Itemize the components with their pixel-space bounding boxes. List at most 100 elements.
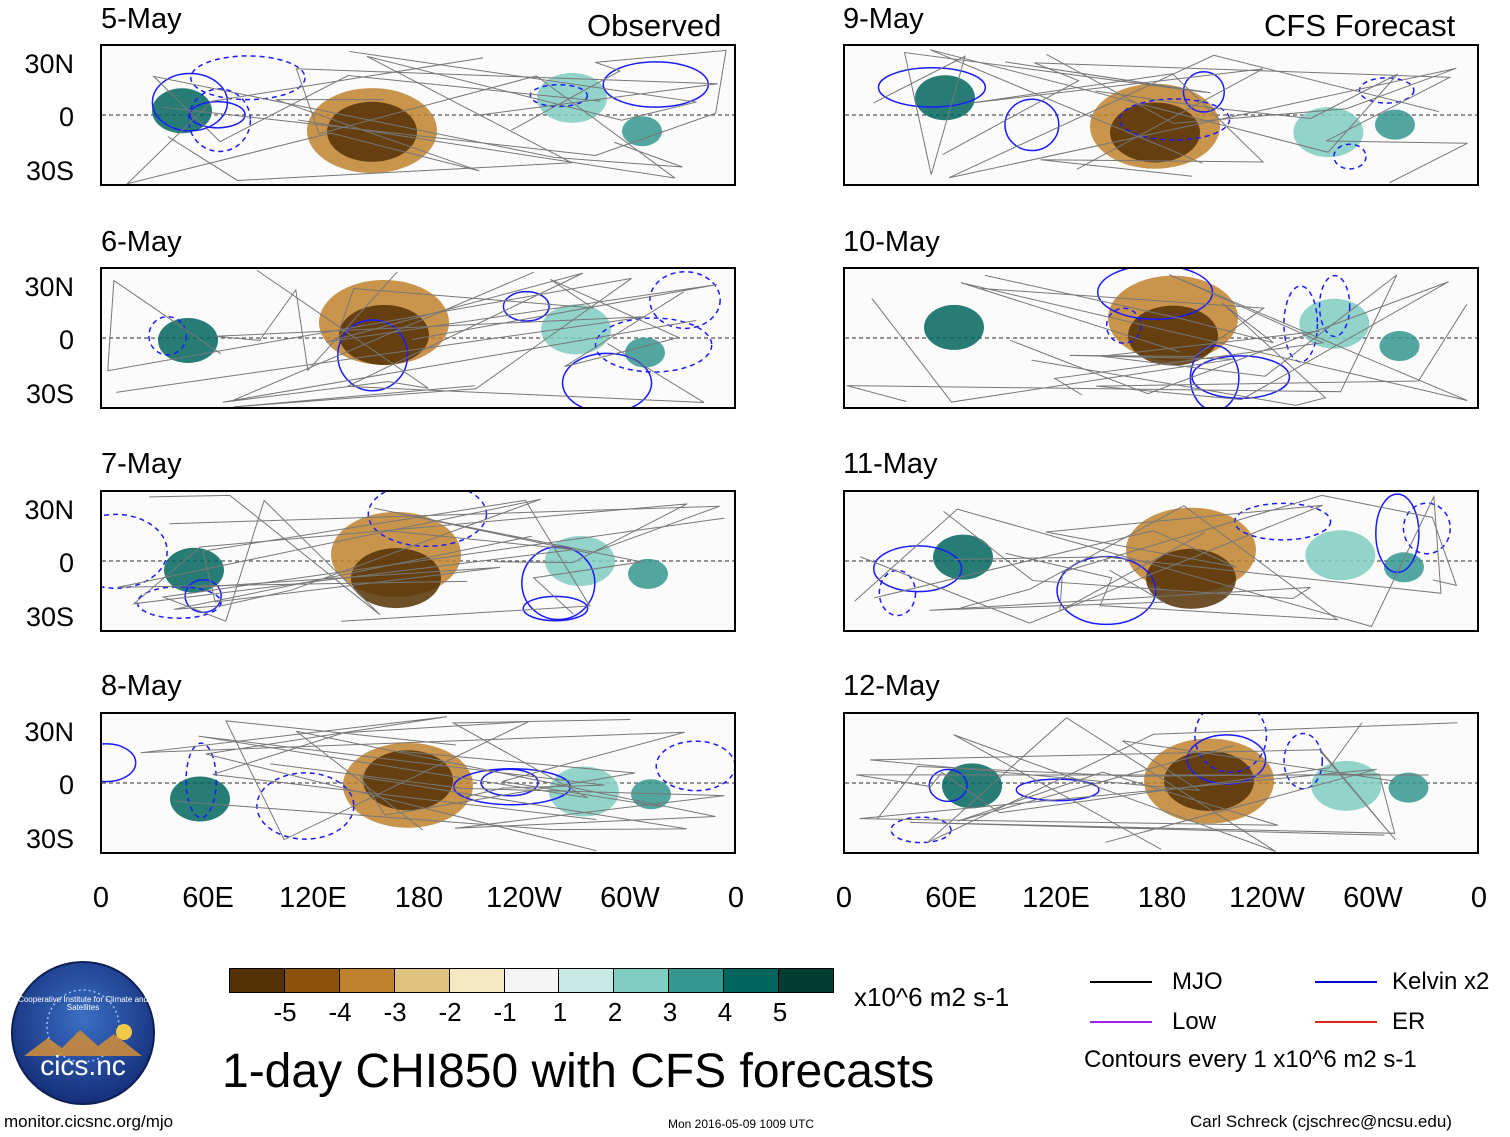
kelvin-contour [102, 743, 137, 783]
panel-date-12-may: 12-May [843, 670, 940, 702]
coastline [860, 504, 1324, 624]
panel-date-11-may: 11-May [843, 448, 938, 480]
anomaly-region [1305, 530, 1376, 581]
coastline [859, 745, 1377, 843]
colorbar-label: -5 [273, 997, 297, 1027]
map-panel-7-may [100, 490, 736, 632]
legend-label-er: ER [1392, 1008, 1426, 1035]
anomaly-region [164, 547, 224, 593]
panel-date-10-may: 10-May [843, 226, 940, 258]
coastline [167, 50, 697, 181]
lon-label-60w: 60W [600, 882, 660, 914]
coastline [270, 730, 725, 831]
coastline [152, 75, 683, 168]
kelvin-contour [1333, 143, 1367, 170]
anomaly-region [915, 75, 975, 121]
colorbar-label: 5 [772, 997, 788, 1027]
lon-label-120e: 120E [1022, 882, 1090, 914]
kelvin-contour [102, 513, 168, 590]
kelvin-contour [655, 740, 734, 792]
kelvin-contour [136, 586, 222, 619]
cics-logo: cics.nc Cooperative Institute for Climat… [10, 960, 156, 1106]
kelvin-contour [1182, 70, 1226, 113]
coastline [1059, 494, 1458, 612]
kelvin-contour [602, 61, 710, 108]
kelvin-contour [185, 742, 218, 819]
colorbar-swatch [284, 969, 340, 992]
lat-label-eq: 0 [58, 102, 74, 132]
colorbar-units: x10^6 m2 s-1 [854, 982, 1010, 1012]
anomaly-region [924, 304, 984, 350]
kelvin-contour [1096, 269, 1214, 320]
anomaly-region [933, 534, 993, 580]
kelvin-contour [367, 492, 488, 548]
anomaly-region [545, 535, 615, 586]
coastline [107, 277, 632, 407]
kelvin-contour [480, 768, 539, 797]
colorbar-label: -3 [383, 997, 407, 1027]
lon-label-0: 0 [1470, 882, 1488, 914]
coastline [942, 62, 1468, 184]
kelvin-contour [522, 595, 589, 622]
kelvin-contour [187, 88, 252, 153]
lon-label-180: 180 [394, 882, 444, 914]
colorbar-label: 2 [607, 997, 623, 1027]
kelvin-contour [873, 545, 963, 593]
kelvin-contour [529, 83, 589, 108]
lon-label-120w: 120W [1229, 882, 1305, 914]
legend-line-low [1090, 1021, 1152, 1023]
lat-label-30n: 30N [24, 495, 74, 525]
coastline [140, 716, 685, 852]
lat-label-eq: 0 [58, 325, 74, 355]
map-panel-11-may [843, 490, 1479, 632]
map-panel-8-may [100, 712, 736, 854]
coastline [326, 272, 717, 403]
anomaly-region [541, 304, 611, 355]
cfs-forecast-title: CFS Forecast [1264, 8, 1456, 43]
coastline [149, 494, 725, 622]
panel-date-6-may: 6-May [101, 226, 182, 258]
coastline [295, 68, 718, 179]
kelvin-contour [1194, 714, 1268, 774]
kelvin-contour [877, 67, 987, 108]
anomaly-region [1388, 772, 1429, 803]
legend-line-mjo [1090, 981, 1152, 983]
colorbar-swatch [504, 969, 560, 992]
coastline [876, 765, 1396, 836]
footer-url: monitor.cicsnc.org/mjo [4, 1112, 174, 1131]
kelvin-contour [1118, 98, 1231, 141]
anomaly-region [1384, 552, 1424, 583]
kelvin-contour [890, 816, 952, 844]
lon-label-60e: 60E [182, 882, 234, 914]
colorbar-label: 3 [662, 997, 678, 1027]
lat-label-30n: 30N [24, 272, 74, 302]
kelvin-contour [1283, 732, 1324, 790]
anomaly-region [622, 116, 662, 147]
legend-line-er [1315, 1021, 1377, 1023]
panel-date-9-may: 9-May [843, 3, 924, 35]
colorbar-swatch [339, 969, 395, 992]
kelvin-contour [561, 352, 653, 407]
lat-label-30s: 30S [25, 156, 74, 186]
coastline [871, 288, 1266, 403]
legend-label-low: Low [1172, 1008, 1217, 1035]
colorbar-label: 1 [552, 997, 568, 1027]
coastline [854, 494, 1442, 628]
colorbar-swatch [614, 969, 670, 992]
map-panel-5-may [100, 44, 736, 186]
colorbar-label: -2 [438, 997, 462, 1027]
coastline [948, 54, 1457, 179]
anomaly-region [1375, 109, 1415, 140]
colorbar-label: -1 [493, 997, 517, 1027]
legend-label-kelvin: Kelvin x2 [1392, 968, 1490, 995]
coastline [1010, 281, 1468, 401]
panel-date-7-may: 7-May [101, 448, 182, 480]
coastline [961, 274, 1468, 402]
anomaly-region [628, 558, 668, 589]
kelvin-contour [148, 315, 188, 356]
kelvin-contour [928, 768, 968, 803]
lat-label-30n: 30N [24, 49, 74, 79]
coastline [856, 722, 1429, 814]
map-panel-10-may [843, 267, 1479, 409]
coastline [339, 278, 685, 368]
